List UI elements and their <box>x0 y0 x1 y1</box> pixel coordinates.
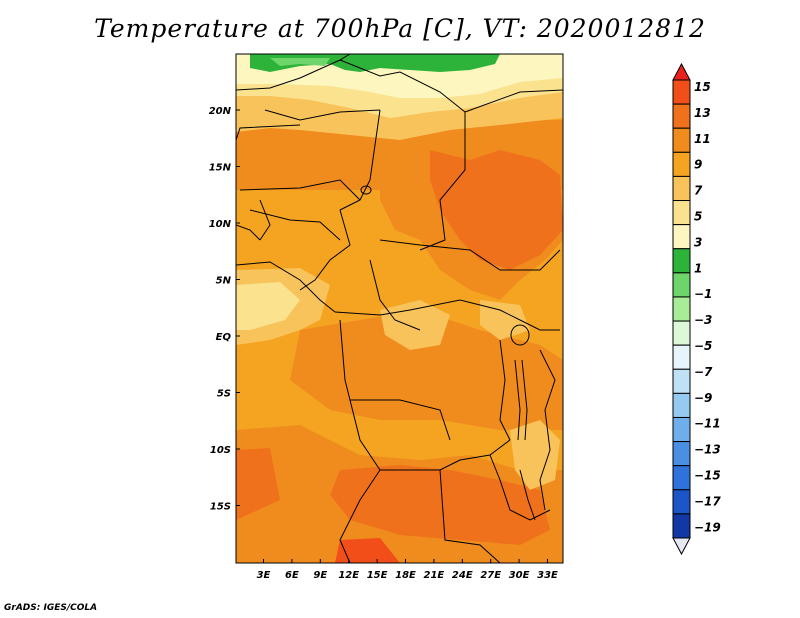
colorbar-box <box>672 224 691 250</box>
lon-label: 27E <box>480 570 501 581</box>
colorbar-label: 11 <box>694 132 711 146</box>
colorbar-box <box>672 200 691 226</box>
grads-credit: GrADS: IGES/COLA <box>4 603 98 613</box>
field-south-hot <box>335 538 400 563</box>
colorbar-label: −9 <box>694 391 712 405</box>
colorbar-box <box>672 392 691 418</box>
lon-label: 18E <box>395 570 416 581</box>
lat-label: 15N <box>209 163 232 174</box>
colorbar-box <box>672 248 691 274</box>
colorbar-label: 15 <box>694 80 711 94</box>
lon-label: 21E <box>424 570 445 581</box>
colorbar-box <box>672 103 691 129</box>
lon-label: 9E <box>313 570 327 581</box>
colorbar-box <box>672 441 691 467</box>
colorbar-box <box>672 489 691 515</box>
colorbar-label: 7 <box>694 184 703 198</box>
colorbar-label: 1 <box>694 261 702 275</box>
colorbar-label: −15 <box>694 469 721 483</box>
lon-label: 15E <box>367 570 388 581</box>
lon-label: 33E <box>537 570 558 581</box>
colorbar: 15 13 11 9 7 5 3 1 −1 −3 −5 −7 −9 −11 −13 −15 −17 −19 <box>672 62 721 556</box>
colorbar-label: 5 <box>694 210 702 224</box>
longitude-axis: 3E 6E 9E 12E 15E 18E 21E 24E 27E 30E 33E <box>257 559 558 581</box>
lon-label: 24E <box>452 570 473 581</box>
colorbar-box <box>672 79 691 105</box>
lon-label: 6E <box>285 570 299 581</box>
colorbar-label: −17 <box>694 494 721 508</box>
lon-label: 3E <box>257 570 271 581</box>
field-south-warmer <box>330 465 550 545</box>
colorbar-label: −5 <box>694 339 712 353</box>
colorbar-label: −13 <box>694 443 721 457</box>
lat-label: 15S <box>210 502 231 513</box>
colorbar-box <box>672 416 691 443</box>
colorbar-label: −7 <box>694 365 713 379</box>
colorbar-label: 9 <box>694 158 702 172</box>
map-frame <box>235 53 564 564</box>
colorbar-box <box>672 368 691 394</box>
colorbar-label: −11 <box>694 417 721 431</box>
field-central-warmer <box>430 150 563 270</box>
colorbar-label: −19 <box>694 520 721 534</box>
lat-label: 10S <box>210 445 231 456</box>
colorbar-box <box>672 465 691 491</box>
lon-label: 30E <box>509 570 530 581</box>
latitude-axis: 20N 15N 10N 5N EQ 5S 10S 15S <box>209 106 240 513</box>
colorbar-label: −1 <box>694 287 712 301</box>
colorbar-box <box>672 344 691 370</box>
map-title: Temperature at 700hPa [C], VT: 202001281… <box>94 14 706 43</box>
country-borders <box>236 54 563 563</box>
temperature-field <box>236 54 563 563</box>
colorbar-bottom-arrow <box>672 537 691 556</box>
colorbar-box <box>672 272 691 298</box>
lakes <box>360 185 536 521</box>
lat-label: 5N <box>216 276 232 287</box>
lon-label: 12E <box>338 570 359 581</box>
lat-label: 5S <box>217 389 231 400</box>
colorbar-box <box>672 513 691 539</box>
colorbar-label: 3 <box>694 235 702 249</box>
lat-label: 10N <box>209 219 232 230</box>
colorbar-label: 13 <box>694 106 711 120</box>
lat-label: 20N <box>209 106 232 117</box>
colorbar-top-arrow <box>672 62 691 81</box>
colorbar-label: −3 <box>694 313 712 327</box>
colorbar-box <box>672 127 691 153</box>
lat-label: EQ <box>216 332 232 343</box>
colorbar-box <box>672 175 691 202</box>
colorbar-box <box>672 320 691 346</box>
colorbar-box <box>672 151 691 177</box>
colorbar-box <box>672 296 691 322</box>
